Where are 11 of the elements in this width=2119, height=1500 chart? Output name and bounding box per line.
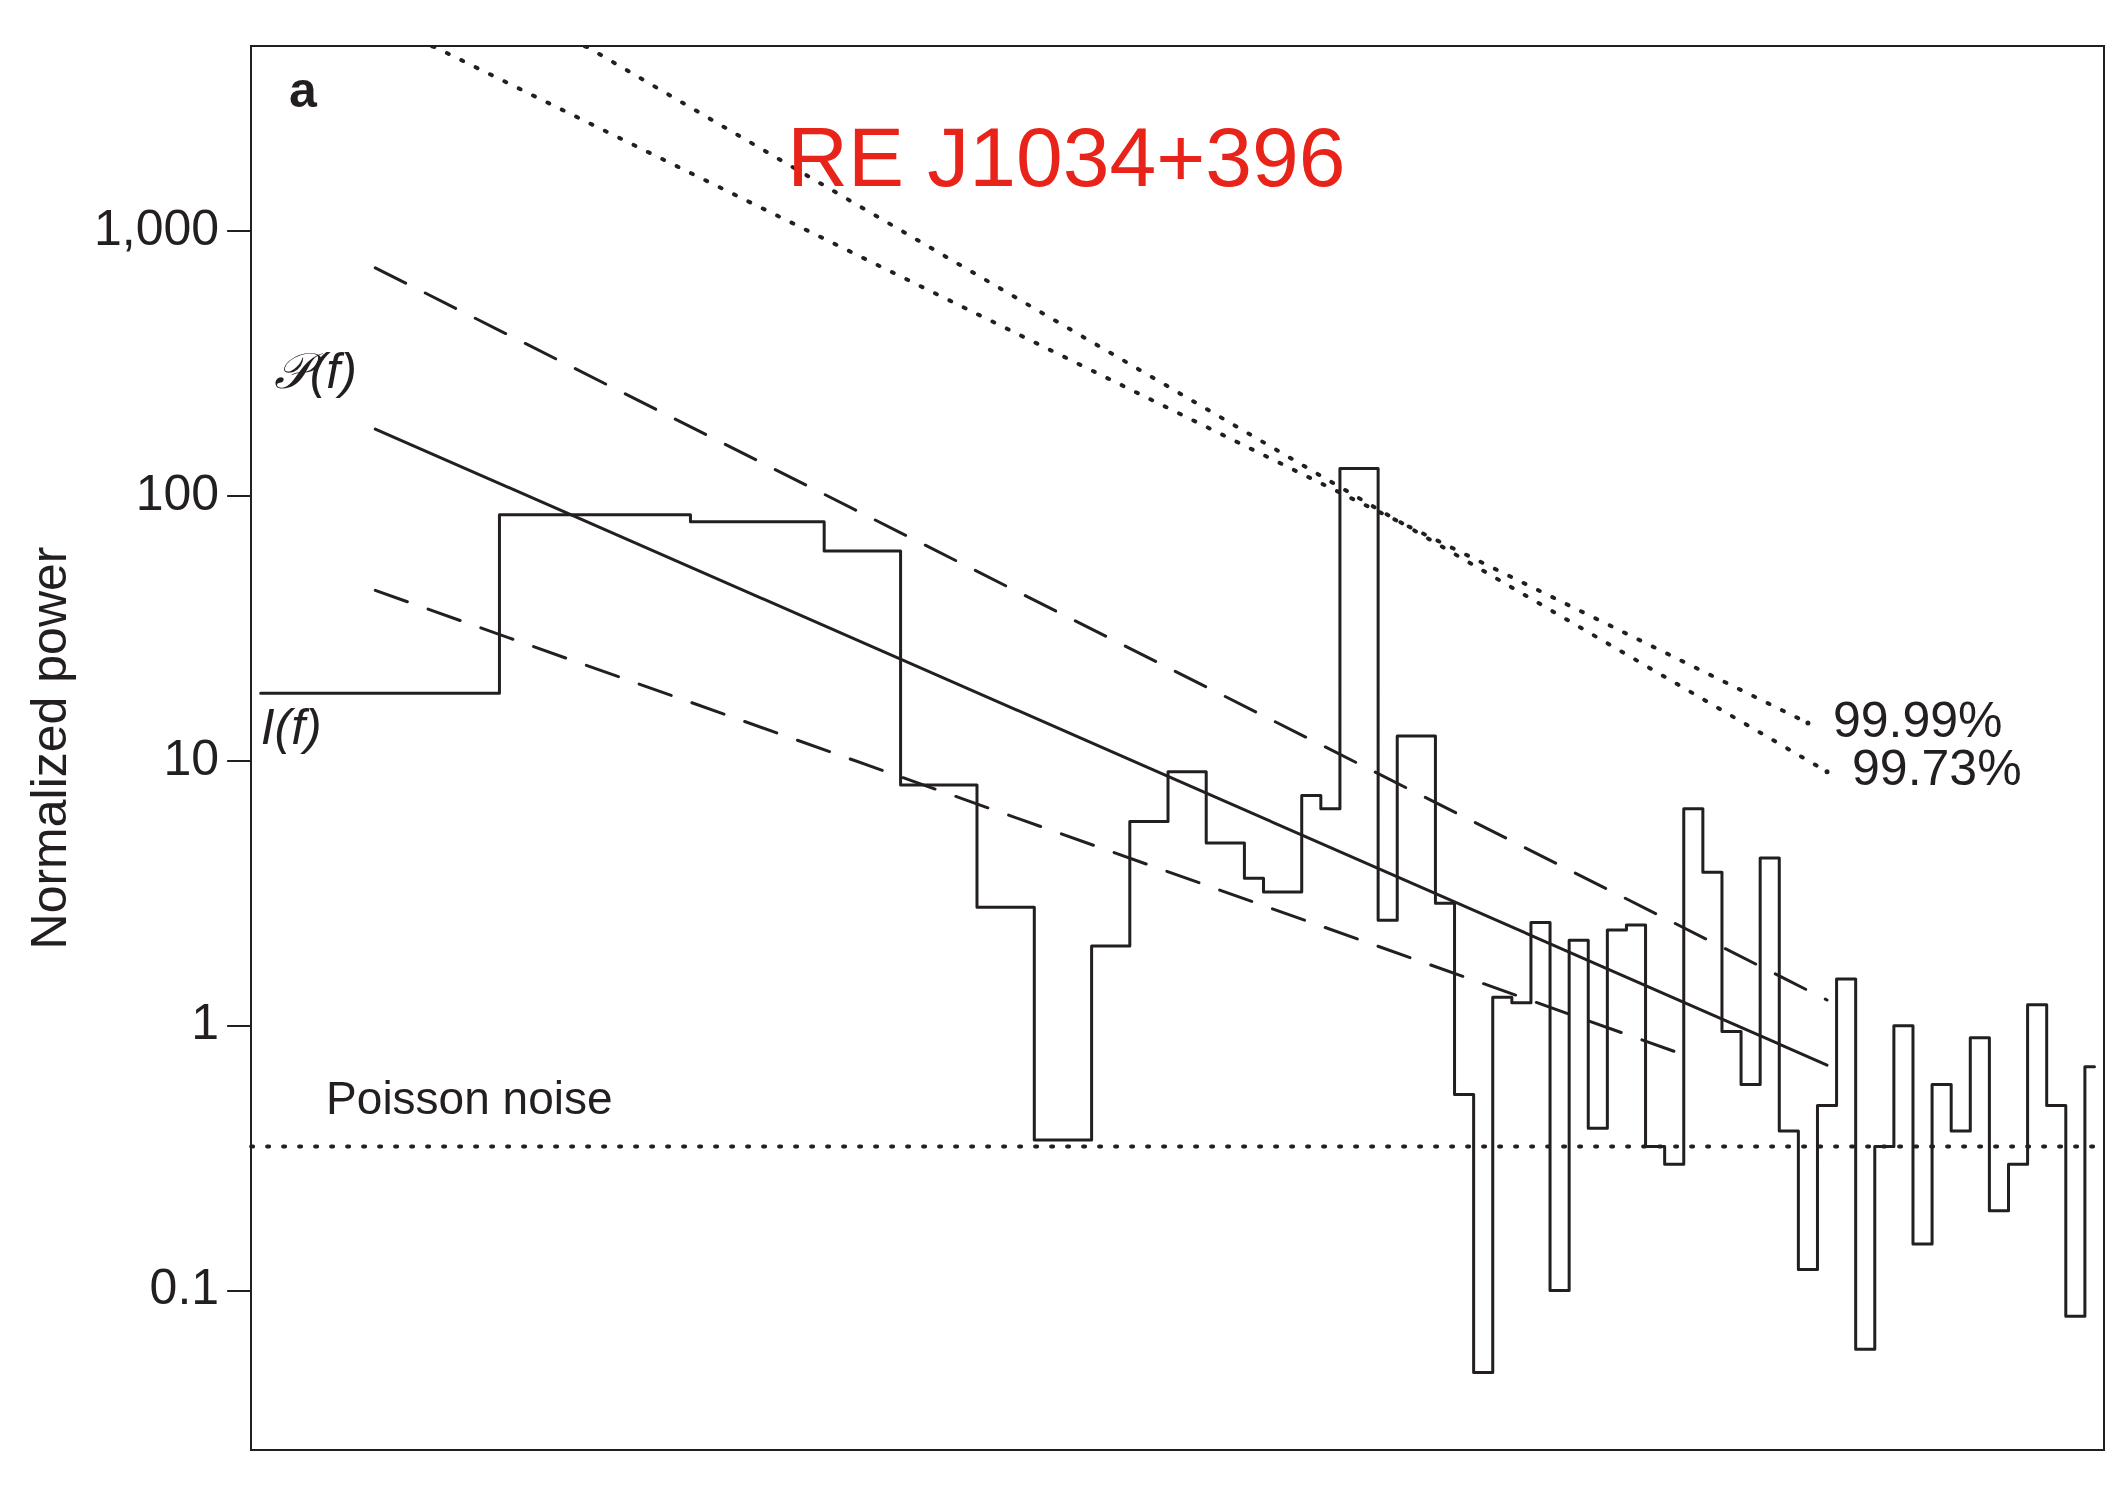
y-tick-label: 1,000 (94, 199, 220, 256)
y-tick-label: 0.1 (149, 1259, 220, 1316)
y-tick-label: 100 (135, 464, 220, 521)
annotation: a (289, 61, 319, 118)
y-axis-title: Normalized power (20, 546, 77, 950)
series-label: 𝒫(f) (273, 342, 357, 399)
ref-line-label: Poisson noise (326, 1072, 613, 1125)
y-tick-label: 10 (163, 729, 220, 786)
legend-label: I(f) (260, 699, 322, 756)
y-tick-label: 1 (191, 994, 220, 1051)
text: RE J1034+396 (787, 110, 1346, 205)
